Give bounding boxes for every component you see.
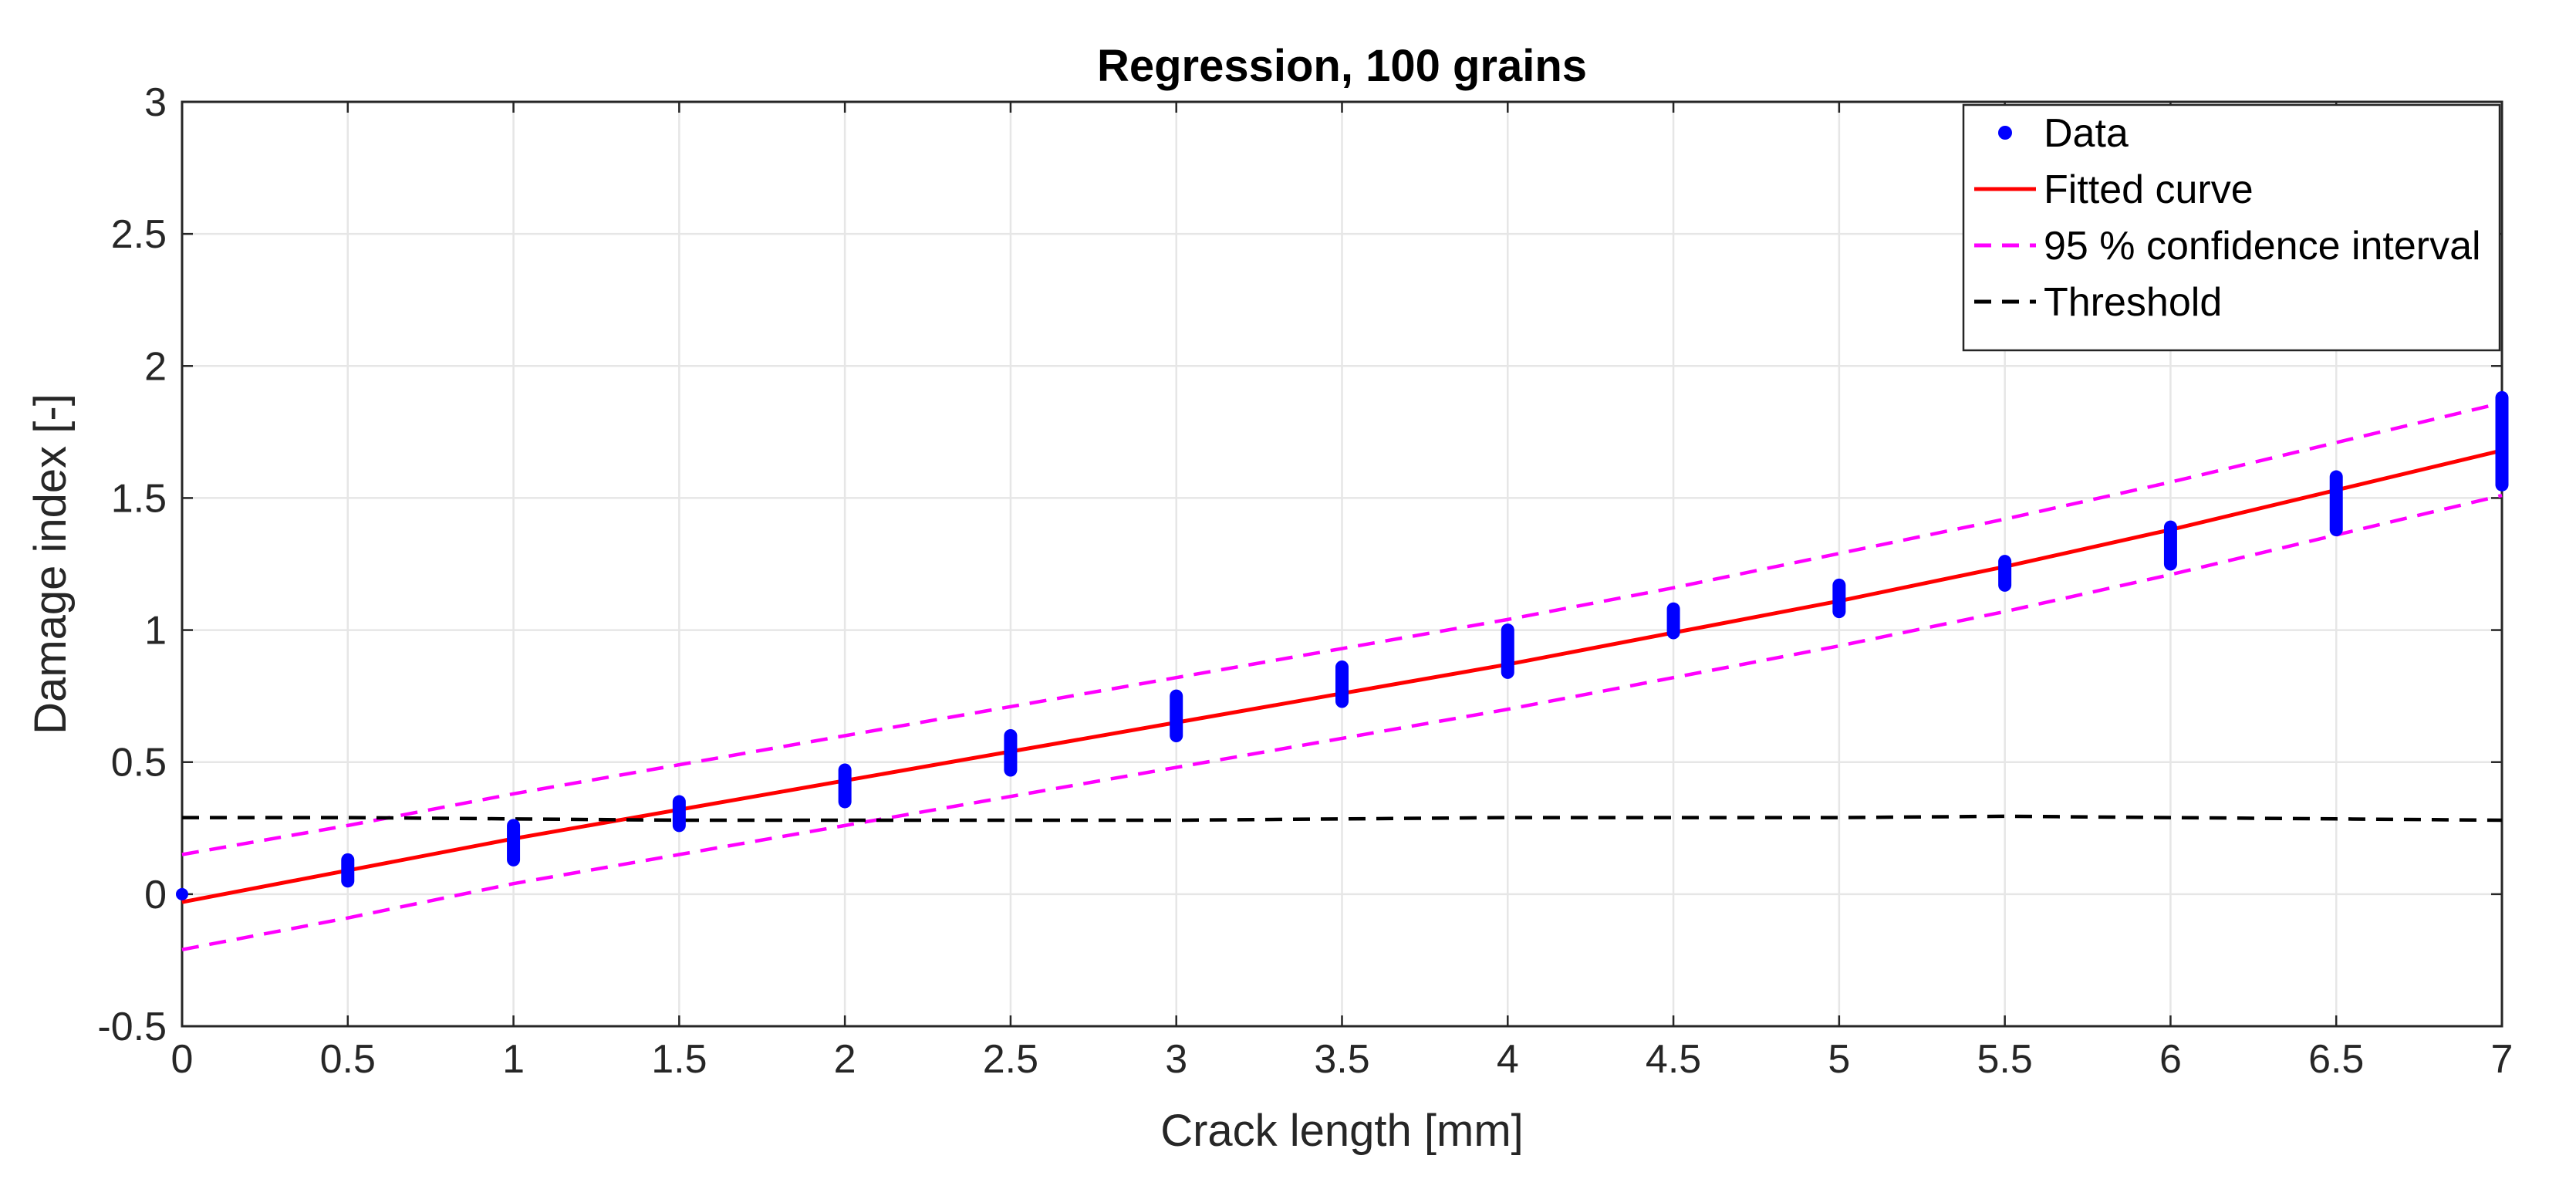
series-line-4 xyxy=(182,814,2503,823)
x-tick-label: 3 xyxy=(1165,1037,1187,1082)
y-tick-label: 0 xyxy=(144,873,167,917)
x-tick-label: 6 xyxy=(2159,1037,2182,1082)
legend-label: Fitted curve xyxy=(2044,167,2254,212)
axis-ticks: 0 0.5 1 1.5 2 2.5 3 3.5 4 4.5 5 5.5 6 6.5 7-0.500.511.… xyxy=(97,80,2513,1082)
x-tick-label: 1 xyxy=(502,1037,525,1082)
legend-label: 95 % confidence interval xyxy=(2044,224,2481,269)
data-point xyxy=(176,887,188,900)
series-line-3 xyxy=(181,493,2503,951)
y-tick-label: 1 xyxy=(144,609,167,654)
legend-box xyxy=(1962,103,2501,352)
x-axis-label: Crack length [mm] xyxy=(1160,1106,1524,1156)
x-tick-label: 2.5 xyxy=(983,1037,1038,1082)
x-tick-label: 0.5 xyxy=(320,1037,376,1082)
x-tick-label: 2 xyxy=(834,1037,856,1082)
x-tick-label: 7 xyxy=(2491,1037,2514,1082)
y-tick-label: 3 xyxy=(144,80,167,125)
x-tick-label: 1.5 xyxy=(651,1037,707,1082)
y-tick-label: 0.5 xyxy=(111,741,167,785)
x-tick-label: 4.5 xyxy=(1646,1037,1701,1082)
legend-label: Data xyxy=(2044,111,2129,156)
x-tick-label: 6.5 xyxy=(2308,1037,2364,1082)
legend: Data Fitted curve 95 % confidence interval… xyxy=(1962,103,2501,352)
x-tick-label: 3.5 xyxy=(1314,1037,1369,1082)
y-axis-label: Damage index [-] xyxy=(25,394,76,735)
x-tick-label: 0 xyxy=(171,1037,194,1082)
series-layer xyxy=(176,390,2509,951)
chart-title: Regression, 100 grains xyxy=(1097,41,1587,91)
y-tick-label: -0.5 xyxy=(97,1005,167,1049)
y-tick-label: 1.5 xyxy=(111,476,167,521)
series-line-2 xyxy=(181,401,2503,856)
legend-label: Threshold xyxy=(2044,280,2222,325)
y-tick-label: 2 xyxy=(144,344,167,389)
x-tick-label: 5.5 xyxy=(1977,1037,2032,1082)
x-tick-label: 4 xyxy=(1497,1037,1519,1082)
legend-marker-dot xyxy=(1998,126,2012,140)
x-tick-label: 5 xyxy=(1828,1037,1850,1082)
y-tick-label: 2.5 xyxy=(111,212,167,257)
